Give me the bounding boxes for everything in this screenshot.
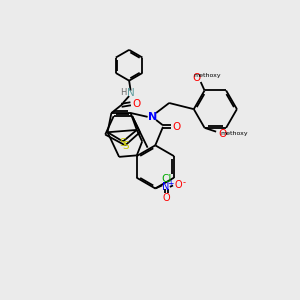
Text: +: + [167,179,174,188]
Text: Cl: Cl [162,174,172,184]
Text: S: S [123,141,129,151]
Text: S: S [120,138,126,148]
Text: O: O [132,99,140,109]
Text: N: N [162,182,170,192]
Text: O: O [175,180,182,190]
Text: -: - [183,178,186,187]
Text: O: O [173,122,181,132]
Text: N: N [127,88,134,98]
Text: N: N [148,112,157,122]
Text: H: H [121,88,127,98]
Text: O: O [162,193,170,203]
Text: methoxy: methoxy [221,131,248,136]
Text: O: O [193,73,201,83]
Text: methoxy: methoxy [194,73,221,78]
Text: O: O [218,129,226,139]
